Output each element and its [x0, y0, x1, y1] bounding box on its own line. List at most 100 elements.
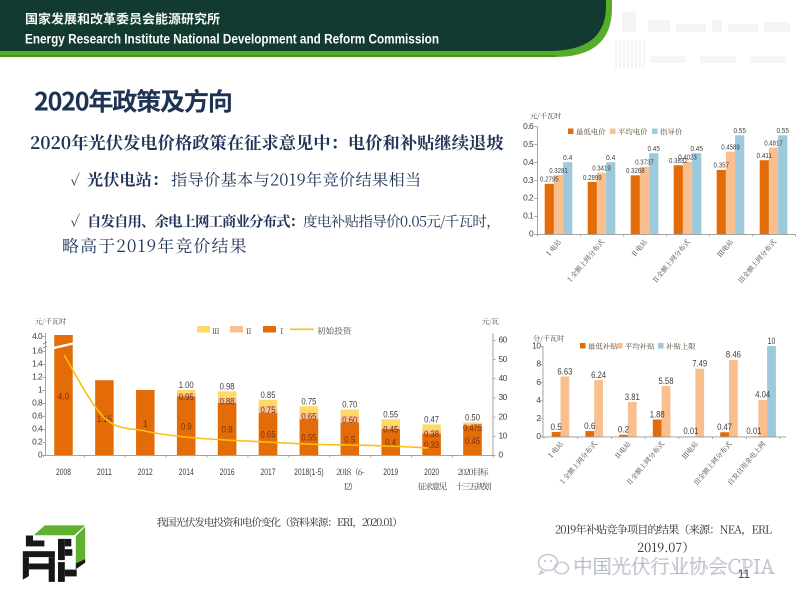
svg-text:2016: 2016	[220, 467, 235, 478]
svg-text:50: 50	[499, 354, 508, 364]
svg-text:0.70: 0.70	[342, 400, 357, 410]
svg-text:0.55: 0.55	[777, 126, 789, 135]
svg-text:2017: 2017	[261, 467, 276, 478]
svg-text:0.50: 0.50	[465, 413, 480, 423]
svg-text:0.5: 0.5	[550, 422, 561, 432]
svg-text:30: 30	[499, 392, 508, 402]
svg-text:0.6: 0.6	[584, 421, 595, 431]
svg-text:0.5: 0.5	[523, 139, 534, 149]
svg-text:2008: 2008	[56, 467, 71, 478]
svg-text:0.55: 0.55	[734, 126, 746, 135]
svg-text:0.60: 0.60	[342, 415, 357, 425]
svg-text:0.45: 0.45	[648, 144, 660, 153]
svg-text:0: 0	[38, 450, 43, 460]
svg-text:3.81: 3.81	[625, 392, 640, 402]
svg-text:10: 10	[768, 336, 776, 346]
svg-text:4.04: 4.04	[755, 390, 770, 400]
svg-text:0.2795: 0.2795	[540, 175, 559, 184]
svg-text:0.4: 0.4	[523, 157, 534, 167]
svg-text:0.475: 0.475	[463, 423, 482, 433]
svg-text:1.00: 1.00	[179, 380, 194, 390]
svg-text:1.88: 1.88	[650, 409, 665, 419]
svg-text:0.3737: 0.3737	[635, 158, 654, 167]
svg-text:0.9: 0.9	[181, 421, 192, 431]
svg-text:8: 8	[536, 359, 541, 369]
svg-text:4.0: 4.0	[58, 392, 69, 402]
svg-text:2018(1-5): 2018(1-5)	[294, 467, 324, 478]
svg-text:6.24: 6.24	[591, 370, 606, 380]
svg-text:7.49: 7.49	[692, 359, 707, 369]
svg-text:1.4: 1.4	[32, 359, 43, 369]
svg-text:1: 1	[143, 419, 148, 429]
svg-text:0.3832: 0.3832	[669, 156, 688, 165]
svg-text:0.01: 0.01	[683, 426, 698, 436]
svg-text:0.98: 0.98	[220, 381, 235, 391]
svg-text:10: 10	[532, 341, 541, 351]
svg-text:0.8: 0.8	[32, 398, 43, 408]
svg-text:2014: 2014	[179, 467, 194, 478]
svg-text:0.4: 0.4	[563, 153, 572, 162]
svg-text:0.4: 0.4	[385, 438, 396, 448]
svg-text:0.01: 0.01	[746, 426, 761, 436]
svg-text:1.15: 1.15	[97, 414, 112, 424]
svg-text:6.63: 6.63	[557, 366, 572, 376]
svg-text:0.3419: 0.3419	[592, 163, 611, 172]
svg-text:0.6: 0.6	[523, 121, 534, 131]
svg-text:0.45: 0.45	[691, 144, 703, 153]
svg-text:0.4589: 0.4589	[721, 142, 740, 151]
svg-text:0.65: 0.65	[261, 429, 276, 439]
svg-text:0.4: 0.4	[32, 424, 43, 434]
svg-text:0.5: 0.5	[344, 434, 355, 444]
svg-text:60: 60	[499, 335, 508, 345]
svg-text:0.1: 0.1	[523, 211, 534, 221]
svg-text:0.4817: 0.4817	[764, 138, 783, 147]
svg-text:0.2: 0.2	[32, 437, 43, 447]
svg-text:0.65: 0.65	[301, 412, 316, 422]
svg-text:2: 2	[536, 413, 541, 423]
svg-text:0.47: 0.47	[717, 422, 732, 432]
svg-text:11: 11	[738, 567, 751, 581]
svg-text:2019: 2019	[383, 467, 398, 478]
svg-text:10: 10	[499, 430, 508, 440]
svg-text:2012: 2012	[138, 467, 153, 478]
svg-text:0.33: 0.33	[424, 440, 439, 450]
svg-text:1: 1	[38, 385, 43, 395]
svg-text:0.3281: 0.3281	[549, 166, 568, 175]
svg-text:6: 6	[536, 377, 541, 387]
svg-text:0.4023: 0.4023	[678, 153, 697, 162]
svg-text:0.2899: 0.2899	[583, 173, 602, 182]
svg-text:2020: 2020	[424, 467, 439, 478]
svg-text:4.0: 4.0	[32, 331, 43, 341]
svg-text:1.6: 1.6	[32, 346, 43, 356]
svg-text:0.4: 0.4	[606, 153, 615, 162]
svg-text:0.47: 0.47	[424, 414, 439, 424]
svg-text:0.6: 0.6	[32, 411, 43, 421]
svg-text:0.45: 0.45	[383, 425, 398, 435]
svg-text:0.3: 0.3	[523, 175, 534, 185]
svg-text:0.38: 0.38	[424, 429, 439, 439]
svg-text:0.45: 0.45	[465, 436, 480, 446]
svg-text:0.85: 0.85	[261, 390, 276, 400]
svg-text:4: 4	[536, 395, 541, 405]
svg-text:0.411: 0.411	[757, 151, 773, 160]
svg-text:0.8: 0.8	[221, 425, 232, 435]
svg-text:8.46: 8.46	[726, 350, 741, 360]
svg-text:0.75: 0.75	[301, 396, 316, 406]
svg-text:0.2: 0.2	[618, 424, 629, 434]
svg-text:40: 40	[499, 373, 508, 383]
svg-text:0.357: 0.357	[714, 161, 730, 170]
svg-text:1.2: 1.2	[32, 372, 43, 382]
svg-text:0.3268: 0.3268	[626, 166, 645, 175]
svg-text:0.75: 0.75	[261, 405, 276, 415]
svg-text:Energy Research Institute Nati: Energy Research Institute National Devel…	[25, 32, 439, 47]
svg-text:0.55: 0.55	[383, 409, 398, 419]
svg-text:5.58: 5.58	[659, 376, 674, 386]
svg-text:0.95: 0.95	[179, 392, 194, 402]
svg-text:0.2: 0.2	[523, 193, 534, 203]
svg-text:0: 0	[529, 229, 534, 239]
svg-text:0: 0	[499, 450, 504, 460]
svg-text:0.55: 0.55	[301, 433, 316, 443]
svg-text:0.88: 0.88	[220, 397, 235, 407]
svg-text:2011: 2011	[97, 467, 112, 478]
svg-text:0: 0	[536, 431, 541, 441]
